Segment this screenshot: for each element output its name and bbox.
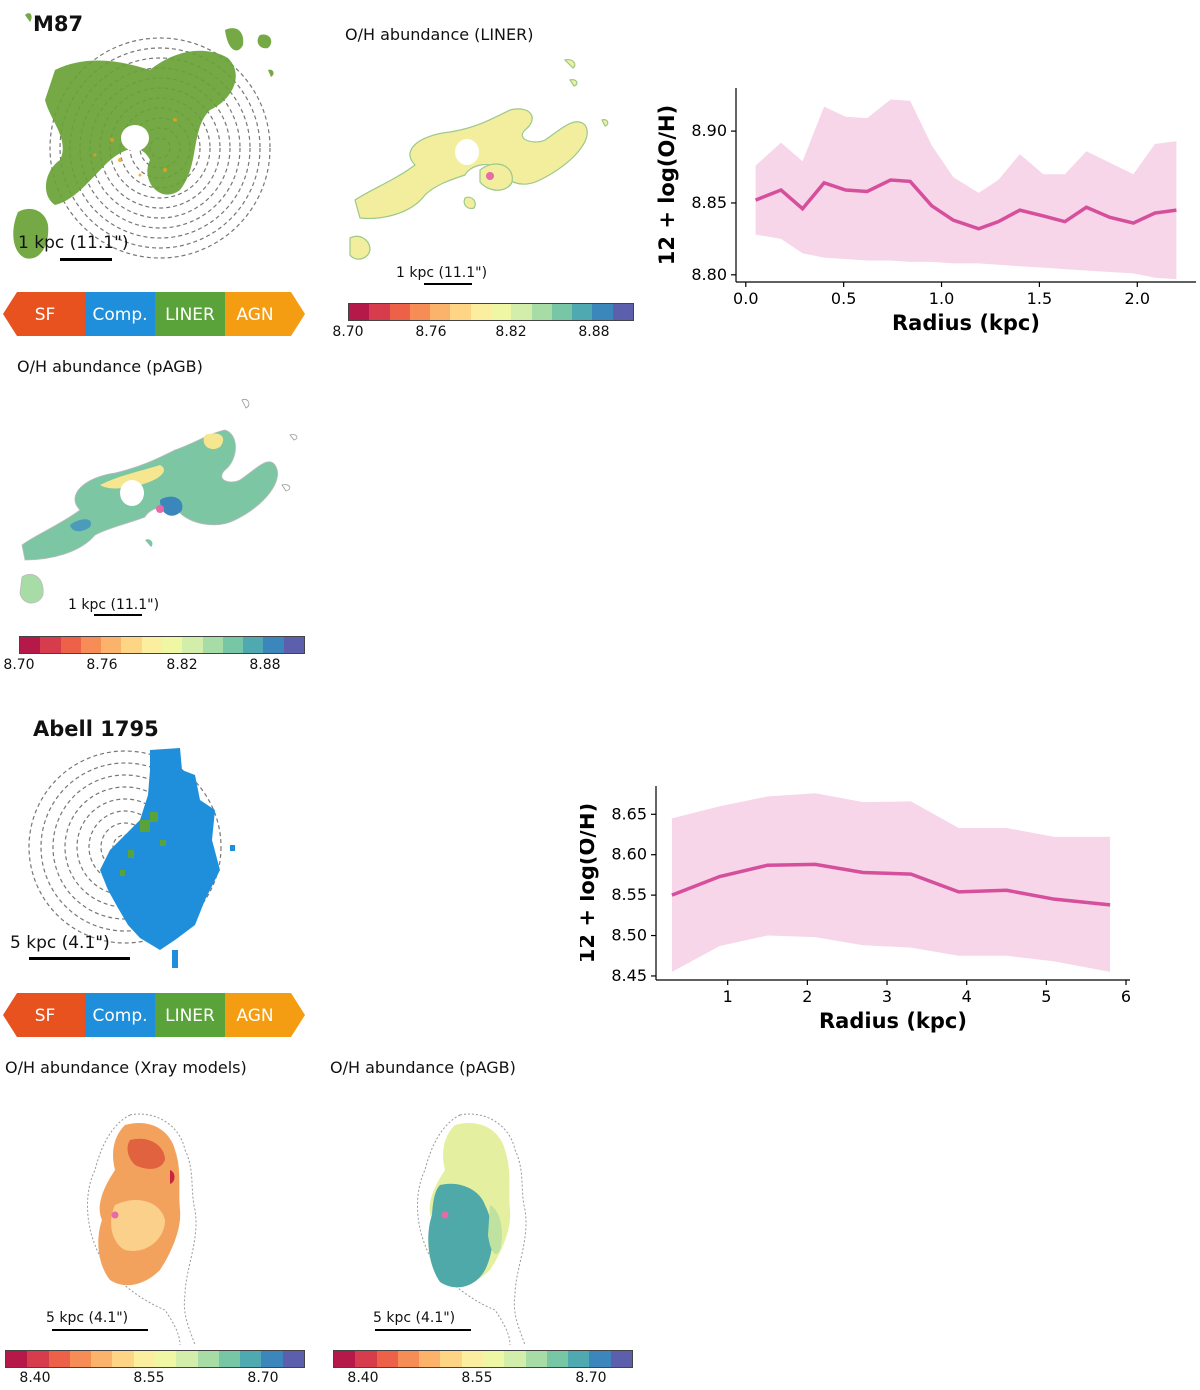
legend-sf-label: SF xyxy=(35,1006,56,1026)
cbar-tick: 8.82 xyxy=(166,657,198,673)
y-tick-label: 8.55 xyxy=(611,885,647,904)
abell-xray-colorbar-ticks: 8.40 8.55 8.70 xyxy=(5,1370,305,1390)
abell-pagb-map-title: O/H abundance (pAGB) xyxy=(330,1058,516,1077)
x-tick-label: 4 xyxy=(962,987,972,1006)
uncertainty-band xyxy=(755,99,1177,280)
m87-bpt-legend: SF Comp. LINER AGN xyxy=(3,292,305,336)
legend-comp-label: Comp. xyxy=(92,1006,147,1026)
m87-scale-label: 1 kpc (11.1") xyxy=(18,233,129,253)
abell-pagb-colorbar-ticks: 8.40 8.55 8.70 xyxy=(333,1370,633,1390)
y-tick-label: 8.50 xyxy=(611,926,647,945)
median-profile-line xyxy=(671,862,1111,907)
m87-liner-colorbar-ticks: 8.70 8.76 8.82 8.88 xyxy=(332,324,634,344)
abell-scale-bar xyxy=(29,957,130,960)
x-tick-label: 6 xyxy=(1121,987,1131,1006)
cbar-tick: 8.88 xyxy=(249,657,281,673)
abell-title: Abell 1795 xyxy=(33,717,159,741)
m87-liner-map-title: O/H abundance (LINER) xyxy=(345,25,534,44)
abell-pagb-colorbar xyxy=(333,1350,633,1368)
cbar-tick: 8.70 xyxy=(247,1370,279,1386)
abell-liner-specks xyxy=(120,812,166,876)
m87-pagb-map-title: O/H abundance (pAGB) xyxy=(17,357,203,376)
cbar-tick: 8.55 xyxy=(461,1370,493,1386)
m87-pagb-nucleus-marker xyxy=(156,505,164,513)
x-tick-label: 2 xyxy=(802,987,812,1006)
m87-liner-abundance-map xyxy=(349,59,609,260)
abell-xray-nucleus-marker xyxy=(111,1211,119,1219)
m87-holes xyxy=(121,125,149,151)
x-tick-label: 1.5 xyxy=(1027,289,1052,308)
legend-comp-label: Comp. xyxy=(92,305,147,325)
m87-scale-bar xyxy=(60,258,112,261)
abell-bpt-legend: SF Comp. LINER AGN xyxy=(3,993,305,1037)
x-tick-label: 5 xyxy=(1041,987,1051,1006)
x-axis-label: Radius (kpc) xyxy=(892,311,1040,335)
m87-agn-specks xyxy=(93,118,177,177)
abell-pagb-abundance-map xyxy=(417,1113,527,1346)
x-tick-label: 1.0 xyxy=(929,289,954,308)
m87-liner-abundance-regions xyxy=(349,59,609,260)
abell-bpt-map xyxy=(28,748,235,968)
abell-xray-map-title: O/H abundance (Xray models) xyxy=(5,1058,247,1077)
m87-pagb-colorbar-ticks: 8.70 8.76 8.82 8.88 xyxy=(3,657,305,677)
abell-pagb-scale-bar xyxy=(375,1329,471,1331)
m87-pagb-hole xyxy=(120,480,144,506)
legend-agn-label: AGN xyxy=(236,1006,273,1026)
abell-radial-profile-chart: 1 2 3 4 5 6 8.45 8.50 8.55 8.60 8.65 Radius (kpc) 12… xyxy=(580,786,1131,1033)
m87-liner-hole xyxy=(455,139,479,165)
cbar-tick: 8.40 xyxy=(19,1370,51,1386)
m87-title: M87 xyxy=(33,12,84,36)
uncertainty-band xyxy=(671,793,1111,972)
abell-xray-scale-label: 5 kpc (4.1") xyxy=(46,1310,129,1326)
legend-agn-label: AGN xyxy=(236,305,273,325)
y-tick-label: 8.90 xyxy=(691,121,727,140)
abell-xray-abundance-map xyxy=(87,1113,197,1346)
abell-scale-label: 5 kpc (4.1") xyxy=(10,933,110,953)
cbar-tick: 8.70 xyxy=(332,324,364,340)
m87-pagb-scale-bar xyxy=(94,614,142,616)
x-tick-label: 2.0 xyxy=(1125,289,1150,308)
cbar-tick: 8.55 xyxy=(133,1370,165,1386)
y-axis-label: 12 + log(O/H) xyxy=(655,105,679,265)
y-tick-label: 8.60 xyxy=(611,845,647,864)
m87-liner-scale-label: 1 kpc (11.1") xyxy=(396,265,488,281)
m87-liner-colorbar xyxy=(348,303,634,321)
m87-pagb-abundance-regions xyxy=(19,398,298,604)
abell-pagb-scale-label: 5 kpc (4.1") xyxy=(373,1310,456,1326)
x-tick-label: 1 xyxy=(723,987,733,1006)
abell-pagb-nucleus-marker xyxy=(441,1211,449,1219)
y-tick-label: 8.85 xyxy=(691,193,727,212)
y-axis-label: 12 + log(O/H) xyxy=(580,803,599,963)
m87-liner-nucleus-marker xyxy=(486,172,494,180)
x-tick-label: 3 xyxy=(882,987,892,1006)
abell-xray-scale-bar xyxy=(52,1329,148,1331)
x-tick-label: 0.5 xyxy=(831,289,856,308)
m87-liner-scale-bar xyxy=(424,283,472,285)
m87-pagb-abundance-map xyxy=(19,398,298,604)
legend-liner-label: LINER xyxy=(165,305,215,325)
y-tick-label: 8.65 xyxy=(611,804,647,823)
cbar-tick: 8.76 xyxy=(86,657,118,673)
m87-radial-profile-chart: 0.0 0.5 1.0 1.5 2.0 8.80 8.85 8.90 Radius (kpc) 1… xyxy=(655,88,1196,335)
cbar-tick: 8.88 xyxy=(578,324,610,340)
x-tick-label: 0.0 xyxy=(733,289,758,308)
y-tick-label: 8.45 xyxy=(611,966,647,985)
cbar-tick: 8.70 xyxy=(575,1370,607,1386)
m87-pagb-scale-label: 1 kpc (11.1") xyxy=(68,597,160,613)
legend-liner-label: LINER xyxy=(165,1006,215,1026)
cbar-tick: 8.40 xyxy=(347,1370,379,1386)
abell-xray-colorbar xyxy=(5,1350,305,1368)
cbar-tick: 8.76 xyxy=(415,324,447,340)
y-tick-label: 8.80 xyxy=(691,265,727,284)
abell-composite-region xyxy=(100,748,235,968)
x-axis-label: Radius (kpc) xyxy=(819,1009,967,1033)
legend-sf-label: SF xyxy=(35,305,56,325)
m87-pagb-colorbar xyxy=(19,636,305,654)
m87-bpt-map xyxy=(13,13,274,259)
cbar-tick: 8.82 xyxy=(495,324,527,340)
cbar-tick: 8.70 xyxy=(3,657,35,673)
median-profile-line xyxy=(754,178,1177,231)
